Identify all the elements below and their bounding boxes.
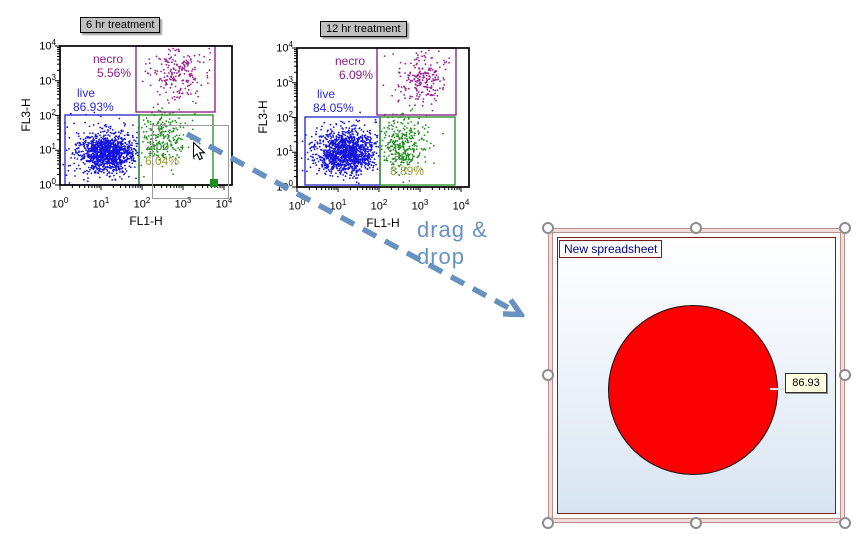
resize-handle-se[interactable]	[839, 517, 851, 529]
gate-resize-handle[interactable]	[210, 179, 218, 187]
gate-percent-live: 84.05%	[313, 101, 354, 115]
gate-selection-rectangle[interactable]	[152, 125, 229, 199]
resize-handle-s[interactable]	[690, 517, 702, 529]
x-tick-label: 104	[452, 198, 470, 213]
scatter-cluster	[146, 48, 212, 104]
spreadsheet-canvas: New spreadsheet 86.93	[557, 237, 836, 514]
gate-label-apo[interactable]: apo	[394, 149, 415, 163]
pie-label-leader-line	[770, 388, 786, 390]
y-tick-label: 100	[276, 179, 293, 194]
x-tick-label: 100	[51, 196, 69, 211]
resize-handle-nw[interactable]	[542, 222, 554, 234]
gate-label-necro[interactable]: necro	[93, 52, 124, 66]
x-tick-label: 103	[411, 198, 429, 213]
scatter-plot-12hr	[292, 47, 470, 192]
scatter-cluster	[397, 49, 448, 107]
resize-handle-sw[interactable]	[542, 517, 554, 529]
scatter-plot-6hr	[55, 45, 233, 190]
spreadsheet-panel[interactable]: New spreadsheet 86.93	[542, 222, 851, 529]
drag-drop-line2: drop	[417, 244, 466, 269]
drag-drop-line1: drag &	[417, 217, 488, 242]
y-tick-label: 103	[39, 72, 56, 88]
plot-title-6hr[interactable]: 6 hr treatment	[80, 17, 161, 33]
mouse-cursor-icon	[193, 142, 206, 161]
resize-handle-w[interactable]	[542, 369, 554, 381]
gate-percent-live: 86.93%	[73, 100, 114, 114]
y-tick-label: 100	[39, 177, 56, 192]
y-tick-label: 104	[39, 38, 56, 53]
y-tick-label: 102	[39, 107, 56, 123]
resize-handle-ne[interactable]	[839, 222, 851, 234]
resize-handle-n[interactable]	[690, 222, 702, 234]
y-tick-label: 101	[39, 142, 56, 157]
plot-title-12hr[interactable]: 12 hr treatment	[320, 21, 407, 37]
gate-percent-necro: 5.56%	[97, 66, 132, 80]
drag-drop-label: drag & drop	[417, 216, 488, 270]
resize-handle-e[interactable]	[839, 369, 851, 381]
spreadsheet-title[interactable]: New spreadsheet	[559, 240, 663, 258]
gate-label-live[interactable]: live	[77, 86, 96, 100]
x-tick-label: 101	[329, 198, 347, 213]
gate-label-apo[interactable]: apo	[149, 139, 170, 153]
x-tick-label: 102	[133, 196, 151, 211]
y-tick-label: 101	[276, 144, 293, 159]
gate-label-necro[interactable]: necro	[335, 54, 366, 68]
gate-label-live[interactable]: live	[317, 87, 336, 101]
x-tick-label: 102	[370, 198, 388, 213]
x-axis-label-6hr: FL1-H	[129, 214, 163, 228]
scatter-cluster	[382, 52, 451, 112]
pie-chart[interactable]	[608, 305, 778, 475]
gate-percent-necro: 6.09%	[339, 68, 374, 82]
gate-percent-apo: 8.89%	[390, 164, 425, 178]
y-tick-label: 103	[276, 74, 293, 90]
dot-plot-6hr: 6 hr treatment FL3-H FL1-H 100 100 101 101 1…	[10, 17, 270, 244]
y-tick-label: 102	[276, 109, 293, 125]
x-tick-label: 100	[288, 198, 306, 213]
gate-percent-apo: 6.04%	[145, 154, 180, 168]
y-tick-label: 104	[276, 40, 293, 55]
x-tick-label: 101	[92, 196, 110, 211]
pie-value-label: 86.93	[785, 373, 827, 393]
scatter-cluster	[62, 111, 139, 184]
axis-ticks	[55, 45, 225, 190]
scatter-cluster	[141, 47, 211, 106]
